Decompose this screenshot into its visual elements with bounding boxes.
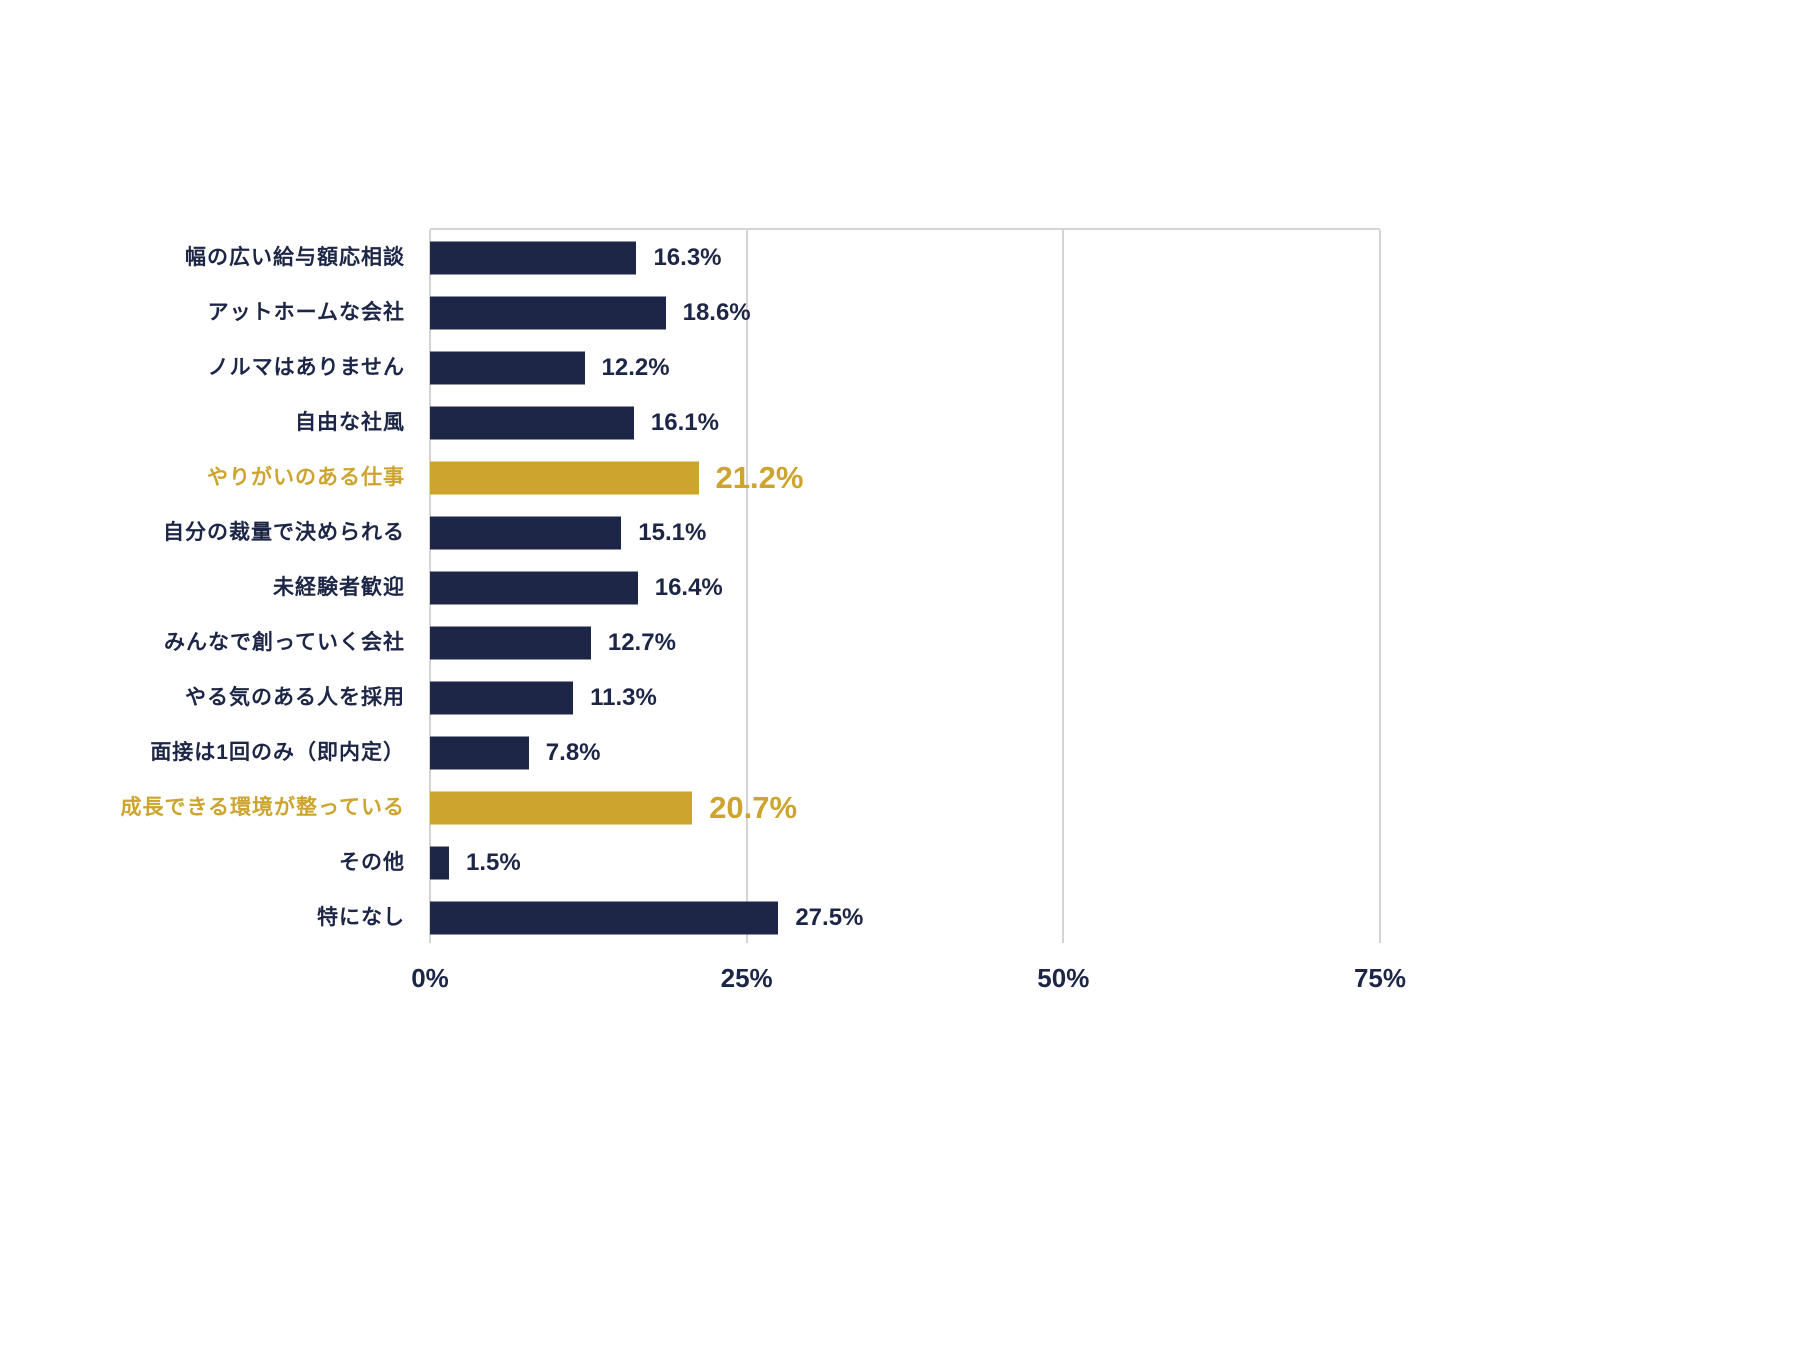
category-label: やる気のある人を採用 [185, 685, 405, 709]
plot-area: 16.3% 18.6% 12.2% 16.1% 21.2% 15.1% 16.4% 12.7%… [411, 228, 1406, 993]
bar-value-label: 12.7% [607, 628, 676, 656]
label-row: やりがいのある仕事 [170, 448, 430, 503]
category-label: アットホームな会社 [207, 300, 405, 324]
bar-value-label: 12.2% [601, 353, 670, 381]
label-row: やる気のある人を採用 [170, 668, 430, 723]
bar-row: 16.1% [430, 395, 1380, 450]
x-tick-label: 0% [411, 963, 449, 993]
bar [430, 901, 779, 934]
label-row: 未経験者歓迎 [170, 558, 430, 613]
bar [430, 736, 529, 769]
x-axis: 0% 25% 50% 75% [411, 945, 1406, 995]
bar-row: 15.1% [430, 505, 1380, 560]
category-label: ノルマはありません [207, 355, 405, 379]
label-row: 面接は1回のみ（即内定） [150, 723, 430, 778]
bar [430, 516, 622, 549]
bar-row: 16.3% [430, 230, 1380, 285]
label-row: その他 [170, 833, 430, 888]
bar-row: 12.2% [430, 340, 1380, 395]
bar-value-label: 18.6% [682, 298, 751, 326]
bar [430, 406, 634, 439]
label-row: 成長できる環境が整っている [120, 778, 430, 833]
category-label: 幅の広い給与額応相談 [185, 245, 405, 269]
bar-row: 21.2% [430, 450, 1380, 505]
bar-value-label: 11.3% [590, 683, 657, 711]
category-label: 自由な社風 [295, 410, 405, 434]
bar-row: 12.7% [430, 615, 1380, 670]
gridline-75 [1379, 230, 1381, 943]
label-row: ノルマはありません [170, 338, 430, 393]
bar [430, 846, 449, 879]
category-label: その他 [339, 850, 405, 874]
category-label: やりがいのある仕事 [207, 465, 405, 489]
bar [430, 241, 637, 274]
category-label: 成長できる環境が整っている [120, 795, 405, 819]
bar-row: 11.3% [430, 670, 1380, 725]
category-label: 面接は1回のみ（即内定） [150, 740, 405, 764]
bar-value-label: 21.2% [715, 459, 804, 495]
gridline-50 [1062, 230, 1065, 943]
x-tick-label: 50% [1037, 963, 1090, 993]
category-labels-column: 幅の広い給与額応相談アットホームな会社 ノルマはありません自由な社風やりがいのある… [120, 228, 430, 943]
bar [430, 571, 638, 604]
bar-row: 7.8% [430, 725, 1380, 780]
bar-value-label: 1.5% [466, 848, 521, 876]
bar [430, 626, 591, 659]
bar-value-label: 16.3% [653, 243, 722, 271]
bar-value-label: 16.4% [654, 573, 723, 601]
bars-container: 16.3% 18.6% 12.2% 16.1% 21.2% 15.1% 16.4% 12.7%… [430, 230, 1380, 943]
category-label: 自分の裁量で決められる [163, 520, 405, 544]
gridline-25 [745, 230, 748, 943]
bar-value-label: 16.1% [650, 408, 719, 436]
label-row: 自由な社風 [170, 393, 430, 448]
x-tick-label: 75% [1353, 963, 1407, 993]
x-tick-label: 25% [720, 963, 773, 993]
category-label: 特になし [317, 905, 405, 929]
label-row: 特になし [170, 888, 430, 943]
bar-row: 1.5% [430, 835, 1380, 890]
bar-highlighted [430, 461, 699, 494]
horizontal-bar-chart: 幅の広い給与額応相談アットホームな会社 ノルマはありません自由な社風やりがいのある… [120, 228, 1406, 993]
category-label: 未経験者歓迎 [273, 575, 405, 599]
label-row: 自分の裁量で決められる [163, 503, 430, 558]
category-label: みんなで創っていく会社 [164, 630, 405, 654]
bar-row: 16.4% [430, 560, 1380, 615]
label-row: みんなで創っていく会社 [164, 613, 430, 668]
bar [430, 351, 585, 384]
bar-value-label: 27.5% [795, 903, 864, 931]
bar-value-label: 20.7% [709, 789, 798, 825]
bar-value-label: 7.8% [545, 738, 601, 766]
label-row: 幅の広い給与額応相談 [170, 228, 430, 283]
bar-value-label: 15.1% [638, 518, 707, 546]
bar-row: 27.5% [430, 890, 1380, 945]
bar [430, 296, 666, 329]
bar-row: 20.7% [430, 780, 1380, 835]
label-row: アットホームな会社 [170, 283, 430, 338]
bar [430, 681, 574, 714]
bar-row: 18.6% [430, 285, 1380, 340]
bar-highlighted [430, 791, 693, 824]
